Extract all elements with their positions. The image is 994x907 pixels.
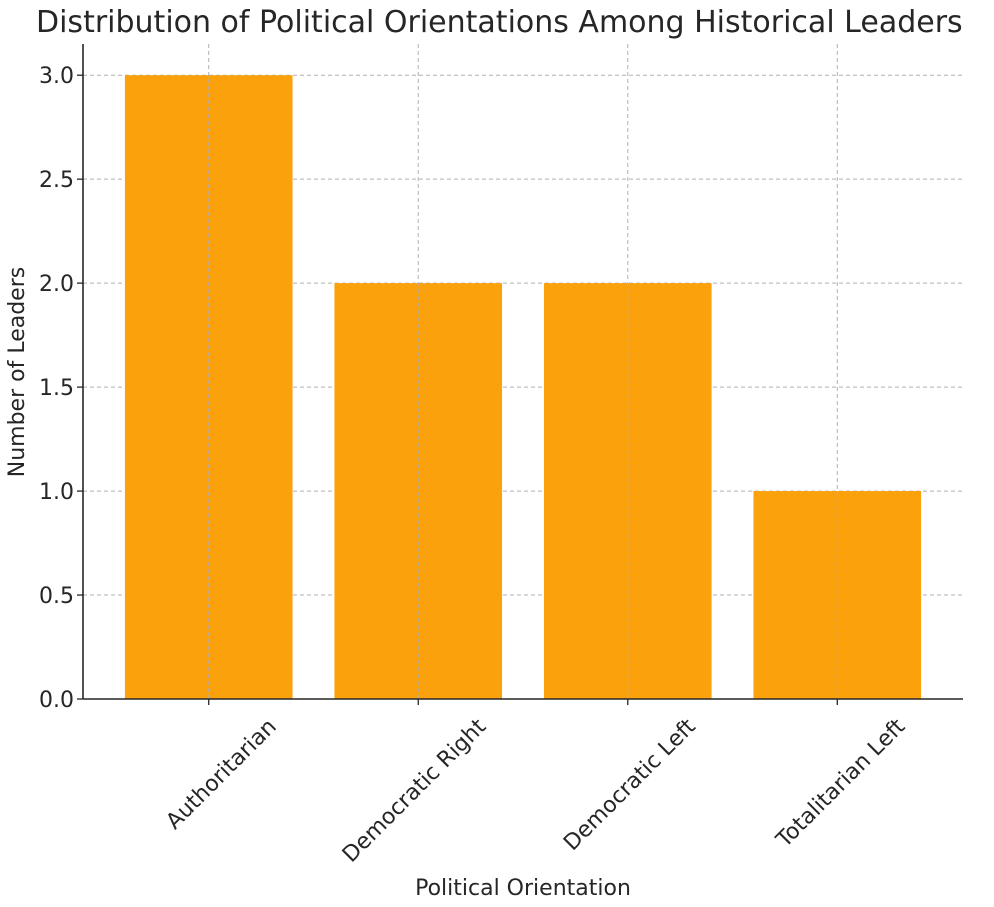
y-tick-label: 3.0 — [39, 64, 74, 89]
y-tick-label: 2.5 — [39, 168, 74, 193]
x-tick-label: Totalitarian Left — [771, 714, 910, 853]
y-axis-ticks: 0.0 0.5 1.0 1.5 2.0 2.5 3.0 — [39, 64, 83, 713]
bar-totalitarian-left — [753, 491, 922, 699]
x-tick-label: Democratic Left — [559, 714, 701, 856]
x-tick-label: Authoritarian — [162, 714, 282, 834]
y-tick-label: 1.0 — [39, 480, 74, 505]
x-axis-label: Political Orientation — [415, 876, 631, 901]
y-axis-label: Number of Leaders — [5, 267, 30, 477]
chart-title: Distribution of Political Orientations A… — [36, 5, 963, 40]
vertical-grid-lines — [208, 44, 838, 699]
y-tick-label: 1.5 — [39, 376, 74, 401]
y-tick-label: 0.5 — [39, 584, 74, 609]
x-tick-label: Democratic Right — [338, 714, 492, 868]
y-tick-label: 0.0 — [39, 688, 74, 713]
axes — [82, 44, 963, 700]
x-axis-ticks: Authoritarian Democratic Right Democratic … — [162, 699, 911, 868]
y-tick-label: 2.0 — [39, 272, 74, 297]
bars — [124, 75, 922, 699]
